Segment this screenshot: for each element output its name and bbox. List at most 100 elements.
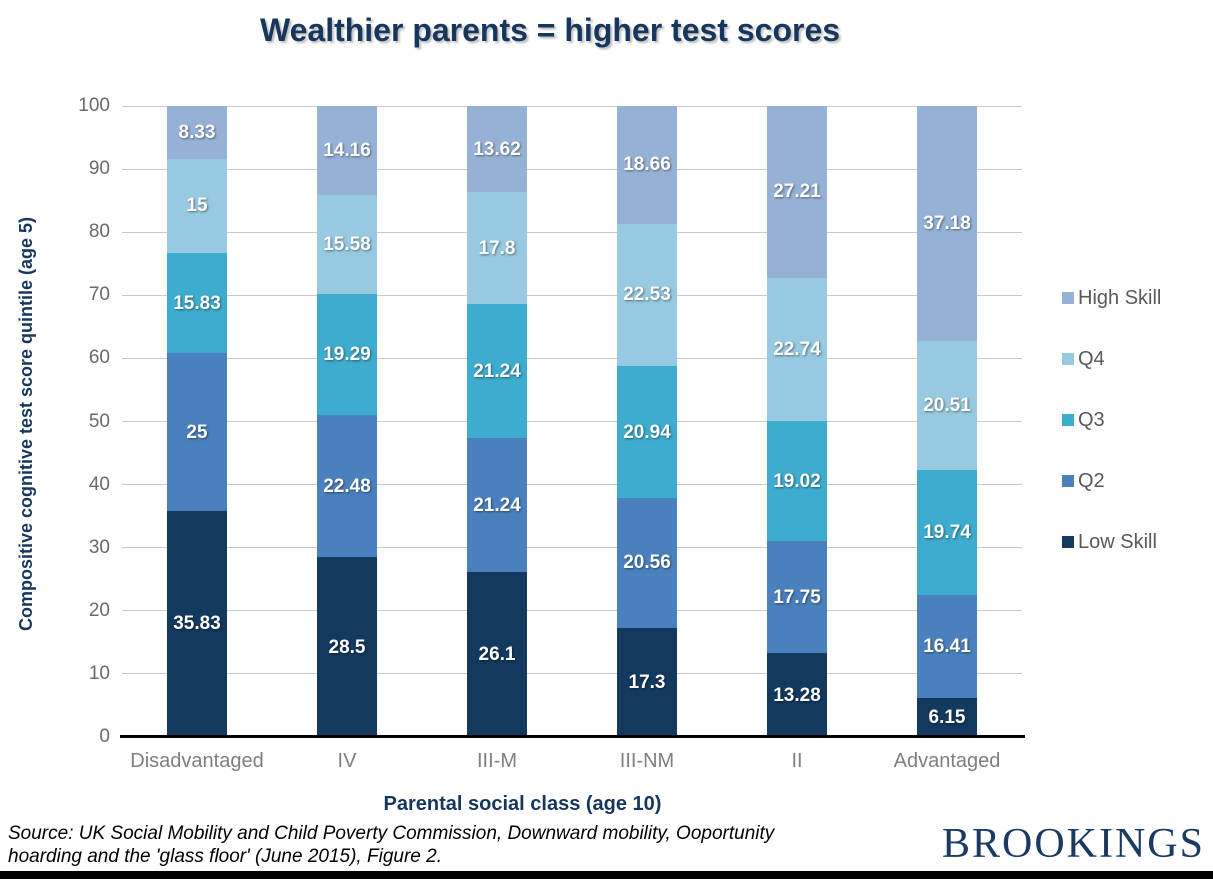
legend-label: High Skill xyxy=(1078,286,1162,309)
legend-item-q2: Q2 xyxy=(1062,470,1161,492)
y-tick-label: 20 xyxy=(88,599,110,621)
bar-segment: 13.62 xyxy=(467,106,527,192)
bar-segment: 16.41 xyxy=(917,594,977,699)
stacked-bar: 6.15 16.41 19.74 20.51 37.18 xyxy=(917,106,977,737)
bar-column-iii-m: 26.1 21.24 21.24 17.8 13.62 xyxy=(422,106,572,737)
data-label: 13.62 xyxy=(473,138,521,160)
bar-segment: 22.48 xyxy=(317,415,377,558)
data-label: 22.53 xyxy=(623,284,671,306)
y-tick-label: 90 xyxy=(88,158,110,180)
source-line-2: hoarding and the 'glass floor' (June 201… xyxy=(8,845,442,867)
plot-area: 35.83 25 15.83 15 8.33 28.5 22.48 19.29 15.58 14.… xyxy=(120,105,1025,738)
bar-segment: 27.21 xyxy=(767,106,827,278)
bar-segment: 13.28 xyxy=(767,653,827,737)
legend-label: Low Skill xyxy=(1078,530,1157,553)
bar-segment: 22.53 xyxy=(617,223,677,366)
data-label: 15.83 xyxy=(173,292,221,314)
x-category-label: IV xyxy=(337,750,357,772)
gridline xyxy=(122,168,1022,170)
y-tick-label: 100 xyxy=(78,95,110,116)
stacked-bar: 17.3 20.56 20.94 22.53 18.66 xyxy=(617,106,677,737)
bar-segment: 8.33 xyxy=(167,106,227,159)
data-label: 19.74 xyxy=(923,521,971,543)
legend-swatch xyxy=(1062,353,1074,365)
x-category-label: III-M xyxy=(477,750,517,772)
bar-segment: 19.74 xyxy=(917,470,977,595)
data-label: 17.3 xyxy=(628,671,666,693)
bar-segment: 25 xyxy=(167,353,227,511)
legend-swatch xyxy=(1062,292,1074,304)
data-label: 20.94 xyxy=(623,421,671,443)
bar-segment: 15 xyxy=(167,158,227,254)
source-line-1: Source: UK Social Mobility and Child Pov… xyxy=(8,823,775,844)
bar-segment: 21.24 xyxy=(467,438,527,573)
data-label: 8.33 xyxy=(178,121,216,143)
bar-segment: 22.74 xyxy=(767,277,827,422)
gridlines xyxy=(122,105,1022,737)
data-label: 26.1 xyxy=(478,644,516,666)
data-label: 15 xyxy=(186,195,208,217)
bar-segment: 15.83 xyxy=(167,253,227,354)
bar-column-advantaged: 6.15 16.41 19.74 20.51 37.18 xyxy=(872,106,1022,737)
bar-segment: 37.18 xyxy=(917,106,977,341)
legend-swatch xyxy=(1062,536,1074,548)
y-tick-label: 30 xyxy=(88,536,110,558)
bar-segment: 19.02 xyxy=(767,421,827,542)
gridline xyxy=(122,421,1022,422)
legend-label: Q4 xyxy=(1078,347,1105,370)
bar-segment: 20.56 xyxy=(617,498,677,628)
bar-segment: 15.58 xyxy=(317,195,377,294)
data-label: 17.75 xyxy=(773,586,821,608)
gridline xyxy=(122,231,1022,233)
data-label: 28.5 xyxy=(328,636,366,658)
data-label: 35.83 xyxy=(173,613,221,635)
x-category-labels: Disadvantaged IV III-M III-NM II Advantaged xyxy=(122,750,1022,773)
y-tick-label: 40 xyxy=(88,473,110,495)
data-label: 14.16 xyxy=(323,140,371,162)
stacked-bar: 28.5 22.48 19.29 15.58 14.16 xyxy=(317,105,377,737)
data-label: 18.66 xyxy=(623,154,671,176)
data-label: 20.56 xyxy=(623,552,671,574)
data-label: 27.21 xyxy=(773,181,821,203)
bar-segment: 17.75 xyxy=(767,541,827,654)
y-tick-label: 70 xyxy=(88,284,110,306)
x-axis-title: Parental social class (age 10) xyxy=(383,793,662,815)
data-label: 21.24 xyxy=(473,360,521,382)
x-category-label: Disadvantaged xyxy=(130,750,264,772)
x-axis-line xyxy=(120,735,1025,738)
bar-segment: 35.83 xyxy=(167,510,227,737)
y-tick-label: 10 xyxy=(88,662,110,684)
gridline xyxy=(122,673,1022,675)
data-label: 21.24 xyxy=(473,494,521,516)
legend-item-q4: Q4 xyxy=(1062,348,1161,370)
x-category-label: Advantaged xyxy=(893,750,1001,772)
bar-segment: 17.8 xyxy=(467,191,527,305)
bar-segment: 19.29 xyxy=(317,293,377,416)
data-label: 22.74 xyxy=(773,338,821,360)
legend-swatch xyxy=(1062,414,1074,426)
data-label: 22.48 xyxy=(323,475,371,497)
gridline xyxy=(122,610,1022,612)
y-tick-label: 60 xyxy=(88,347,110,369)
bar-column-iii-nm: 17.3 20.56 20.94 22.53 18.66 xyxy=(572,106,722,737)
legend-item-q3: Q3 xyxy=(1062,409,1161,431)
gridline xyxy=(122,105,1022,107)
y-axis-title: Compositive cognitive test score quintil… xyxy=(16,216,36,632)
bar-column-iv: 28.5 22.48 19.29 15.58 14.16 xyxy=(272,105,422,737)
x-category-label: III-NM xyxy=(619,750,675,772)
bottom-bar xyxy=(0,871,1213,879)
bar-segment: 21.24 xyxy=(467,304,527,439)
y-tick-label: 0 xyxy=(99,726,110,747)
gridline xyxy=(122,547,1022,549)
bar-column-disadvantaged: 35.83 25 15.83 15 8.33 xyxy=(122,106,272,737)
data-label: 37.18 xyxy=(923,212,971,234)
gridline xyxy=(122,484,1022,486)
bar-segment: 14.16 xyxy=(317,105,377,196)
bar-segment: 20.51 xyxy=(917,340,977,471)
stacked-bar: 13.28 17.75 19.02 22.74 27.21 xyxy=(767,106,827,737)
bar-segment: 17.3 xyxy=(617,627,677,737)
source-note: Source: UK Social Mobility and Child Pov… xyxy=(8,823,774,869)
bar-segment: 18.66 xyxy=(617,106,677,224)
data-label: 19.02 xyxy=(773,470,821,492)
